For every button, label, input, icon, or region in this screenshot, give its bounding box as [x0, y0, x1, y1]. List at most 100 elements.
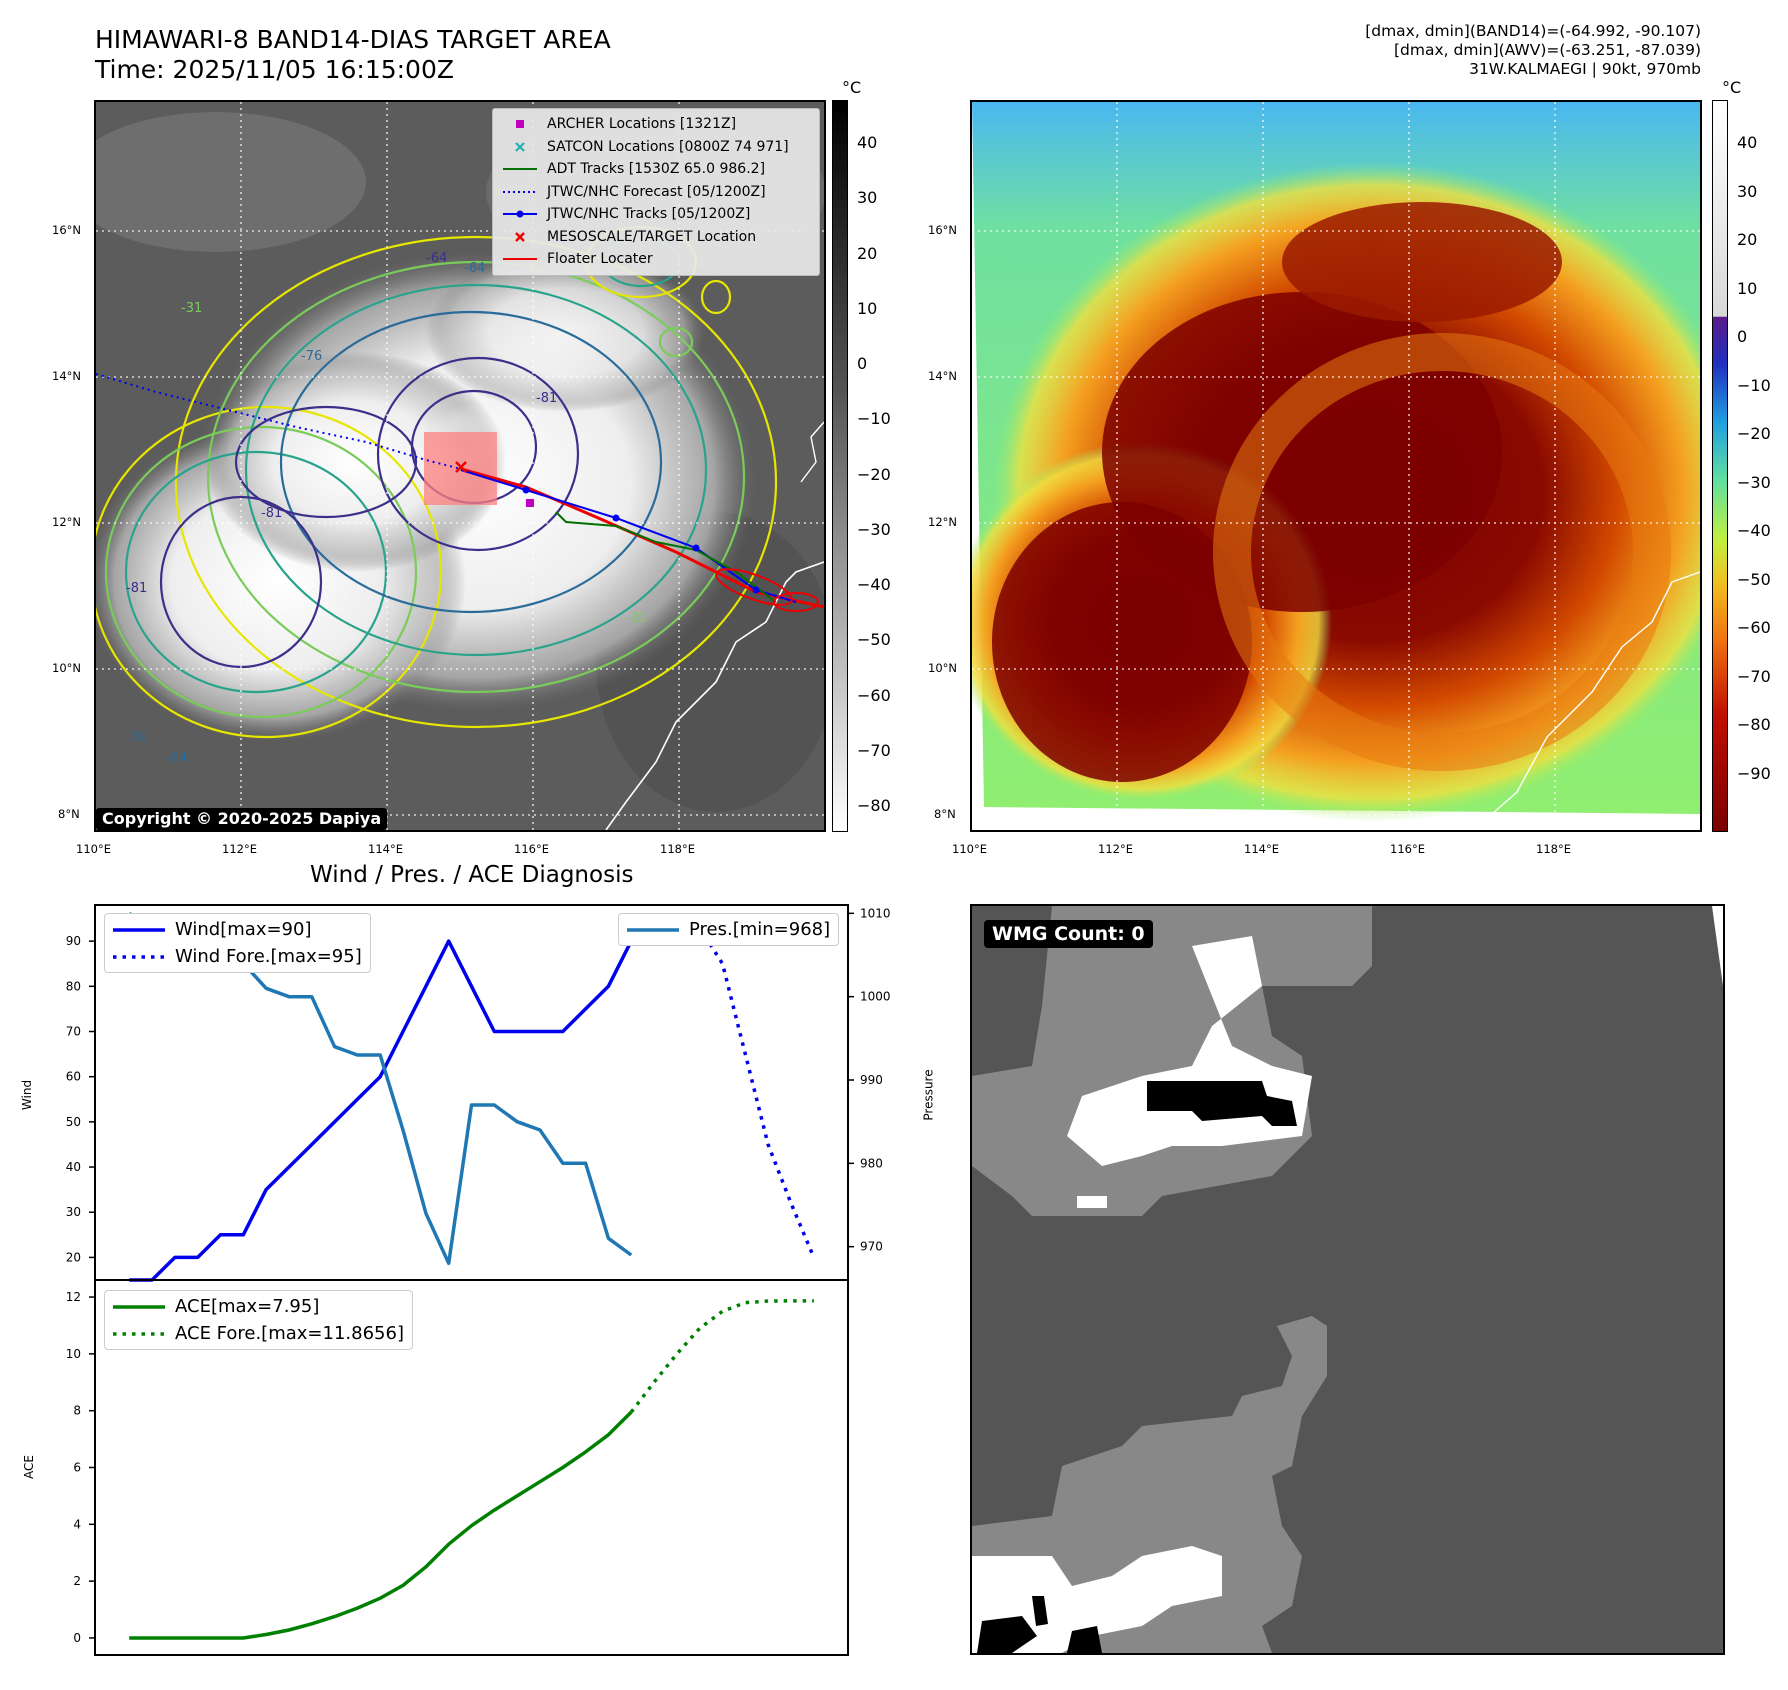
colorbar-tick: −10	[1737, 375, 1771, 395]
colorbar-tick: 30	[857, 188, 878, 208]
legend-item: ACE[max=7.95]	[113, 1293, 404, 1320]
series-line	[129, 1410, 633, 1640]
legend-item: ARCHER Locations [1321Z]	[501, 113, 811, 136]
contour-label: -76	[126, 731, 147, 746]
y-tick-label: 8	[73, 1404, 81, 1418]
lon-tick: 112°E	[222, 842, 257, 856]
colorbar-tick: −40	[1737, 521, 1771, 541]
colorbar-tick: −60	[857, 685, 891, 705]
lon-tick: 110°E	[76, 842, 111, 856]
colorbar-tick: 40	[1737, 133, 1758, 152]
colorbar-tick: −80	[1737, 715, 1771, 735]
legend-item: Wind[max=90]	[113, 916, 362, 943]
colorbar-tick: −70	[857, 740, 891, 760]
lon-tick: 116°E	[1390, 842, 1425, 856]
legend-item: Wind Fore.[max=95]	[113, 943, 362, 970]
y-tick-label: 50	[66, 1115, 81, 1129]
lon-tick: 114°E	[1244, 842, 1279, 856]
colorbar-tick: −20	[1737, 424, 1771, 444]
colorbar-tick: −60	[1737, 618, 1771, 638]
colorbar-tick: −10	[857, 409, 891, 429]
map-legend: ARCHER Locations [1321Z] SATCON Location…	[492, 108, 820, 276]
ir-contour-map: -64 -81 -31 -76 -64 -81 -81 -31 -76 -64	[94, 100, 826, 832]
lon-tick: 118°E	[660, 842, 695, 856]
ir-enhanced-map	[970, 100, 1702, 832]
map-grid	[972, 102, 1700, 830]
y-tick-label: 10	[66, 1347, 81, 1361]
colorbar-tick: −70	[1737, 666, 1771, 686]
coastline	[1491, 571, 1700, 815]
colorbar-tick: −50	[857, 630, 891, 650]
contour-label: -64	[464, 261, 485, 276]
contour-label: -81	[261, 506, 282, 521]
y-tick-label: 0	[73, 1631, 81, 1645]
wind-legend: Wind[max=90] Wind Fore.[max=95]	[104, 913, 371, 973]
legend-label: Wind[max=90]	[175, 919, 312, 940]
lon-tick: 112°E	[1098, 842, 1133, 856]
wmg-panel	[970, 904, 1725, 1655]
colorbar-unit: °C	[1722, 78, 1742, 97]
y-tick-label: 80	[66, 979, 81, 993]
ace-axis-label: ACE	[21, 1455, 36, 1479]
legend-item: Pres.[min=968]	[627, 916, 830, 943]
wind-axis-label: Wind	[20, 1079, 35, 1111]
colorbar-tick: 10	[1737, 278, 1758, 298]
lat-tick: 8°N	[934, 807, 956, 821]
y-tick-label: 40	[66, 1160, 81, 1174]
ir-imagery	[972, 102, 1700, 830]
series-line	[630, 916, 816, 1259]
y2-tick-label: 1000	[860, 990, 891, 1004]
pressure-axis-label: Pressure	[921, 1069, 936, 1121]
y-tick-label: 30	[66, 1205, 81, 1219]
y-tick-label: 6	[73, 1461, 81, 1475]
y2-tick-label: 980	[860, 1156, 883, 1170]
y-tick-label: 20	[66, 1250, 81, 1264]
target-marker	[455, 461, 467, 473]
y-tick-label: 12	[66, 1290, 81, 1304]
pressure-legend: Pres.[min=968]	[618, 913, 840, 946]
legend-label: ACE[max=7.95]	[175, 1296, 320, 1317]
lat-tick: 10°N	[52, 661, 81, 675]
y2-tick-label: 970	[860, 1240, 883, 1254]
y-tick-label: 90	[66, 934, 81, 948]
legend-label: Wind Fore.[max=95]	[175, 946, 362, 967]
wmg-imagery	[972, 906, 1723, 1653]
adt-track	[555, 511, 777, 603]
storm-name-intensity: 31W.KALMAEGI | 90kt, 970mb	[1469, 60, 1701, 78]
contour-label: -31	[181, 301, 202, 316]
wmg-count-badge: WMG Count: 0	[984, 920, 1153, 948]
contour-label: -81	[536, 391, 557, 406]
colorbar-tick: 20	[1737, 230, 1758, 250]
lat-tick: 8°N	[58, 807, 80, 821]
colorbar-unit: °C	[842, 78, 862, 97]
colorbar-tick: 40	[857, 133, 878, 152]
colorbar-tick: 0	[857, 354, 868, 373]
ace-chart: 0 2 4 6 8 10 12	[66, 1279, 849, 1656]
legend-item: JTWC/NHC Tracks [05/1200Z]	[501, 203, 811, 226]
copyright-badge: Copyright © 2020-2025 Dapiya	[96, 808, 388, 830]
colorbar-tick: −30	[857, 519, 891, 539]
contour-label: -64	[166, 751, 187, 766]
legend-label: Floater Locater	[547, 251, 653, 267]
legend-item: JTWC/NHC Forecast [05/1200Z]	[501, 181, 811, 204]
y-tick-label: 70	[66, 1025, 81, 1039]
legend-item: Floater Locater	[501, 248, 811, 271]
legend-item: ADT Tracks [1530Z 65.0 986.2]	[501, 158, 811, 181]
y-tick-label: 60	[66, 1070, 81, 1084]
colorbar-tick: −30	[1737, 472, 1771, 492]
colorbar-tick: −50	[1737, 569, 1771, 589]
storm-info: [dmax, dmin](BAND14)=(-64.992, -90.107) …	[1365, 22, 1701, 79]
contour-label: -31	[626, 611, 647, 626]
y2-tick-label: 990	[860, 1073, 883, 1087]
band14-range: [dmax, dmin](BAND14)=(-64.992, -90.107)	[1365, 22, 1701, 40]
legend-item: MESOSCALE/TARGET Location	[501, 226, 811, 249]
legend-label: ARCHER Locations [1321Z]	[547, 116, 737, 132]
y2-tick-label: 1010	[860, 906, 891, 920]
lat-tick: 12°N	[928, 515, 957, 529]
lon-tick: 118°E	[1536, 842, 1571, 856]
legend-label: JTWC/NHC Forecast [05/1200Z]	[547, 183, 766, 200]
enhanced-colorbar	[1712, 100, 1728, 832]
lon-tick: 110°E	[952, 842, 987, 856]
colorbar-tick: −20	[857, 464, 891, 484]
archer-location	[526, 499, 534, 507]
